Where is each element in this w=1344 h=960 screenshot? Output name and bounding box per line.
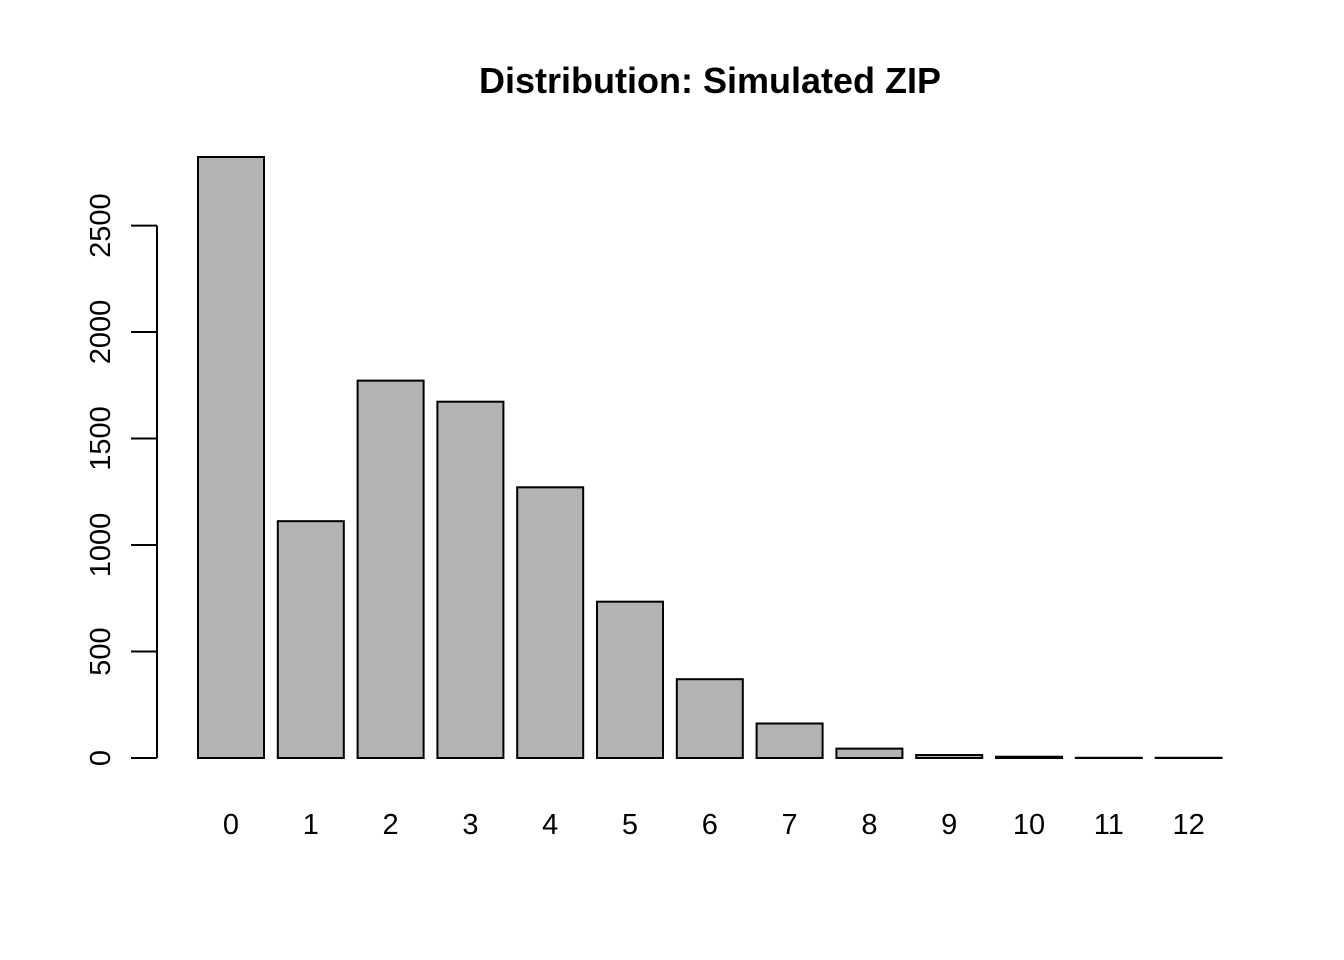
bars-group bbox=[197, 156, 1223, 760]
x-tick-label: 11 bbox=[1094, 809, 1124, 841]
x-tick-label: 5 bbox=[622, 809, 638, 841]
bar-7 bbox=[755, 722, 824, 760]
bar-3 bbox=[436, 400, 505, 759]
y-tick-label: 500 bbox=[85, 627, 117, 675]
x-tick-label: 3 bbox=[462, 809, 478, 841]
x-tick-label: 8 bbox=[861, 809, 877, 841]
x-tick-labels: 0 1 2 3 4 5 6 7 8 9 10 11 12 bbox=[223, 809, 1205, 841]
x-tick-label: 0 bbox=[223, 809, 239, 841]
x-tick-label: 4 bbox=[542, 809, 558, 841]
x-tick-label: 6 bbox=[702, 809, 718, 841]
x-tick-label: 7 bbox=[782, 809, 798, 841]
y-tick-label: 2000 bbox=[85, 300, 117, 365]
bar-10 bbox=[995, 755, 1063, 759]
x-tick-label: 2 bbox=[383, 809, 399, 841]
y-tick-label: 1000 bbox=[85, 513, 117, 578]
bar-4 bbox=[516, 486, 585, 759]
x-tick-label: 10 bbox=[1013, 809, 1045, 841]
bar-5 bbox=[596, 600, 664, 759]
bar-6 bbox=[675, 678, 744, 760]
bar-1 bbox=[276, 520, 345, 760]
bar-0 bbox=[197, 156, 265, 759]
x-tick-label: 9 bbox=[941, 809, 957, 841]
y-tick-label: 2500 bbox=[85, 193, 117, 258]
bar-9 bbox=[915, 754, 984, 760]
y-tick-label: 0 bbox=[85, 750, 117, 766]
x-tick-label: 12 bbox=[1172, 809, 1204, 841]
y-axis: 0 500 1000 1500 2000 2500 bbox=[85, 193, 158, 766]
bar-2 bbox=[356, 379, 425, 759]
chart-title: Distribution: Simulated ZIP bbox=[479, 60, 941, 101]
x-tick-label: 1 bbox=[303, 809, 319, 841]
y-tick-label: 1500 bbox=[85, 406, 117, 471]
bar-8 bbox=[835, 747, 904, 759]
